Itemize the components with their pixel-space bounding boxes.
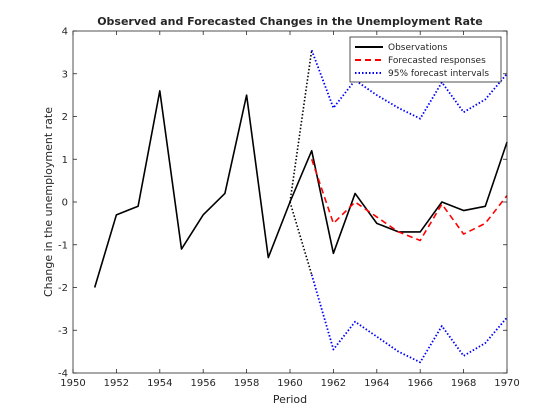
y-tick-label: 0 bbox=[62, 198, 68, 209]
x-tick-label: 1962 bbox=[321, 378, 346, 389]
x-tick-label: 1960 bbox=[277, 378, 302, 389]
y-tick-label: -1 bbox=[58, 240, 68, 251]
y-axis-label: Change in the unemployment rate bbox=[42, 107, 55, 297]
series-forecast-line bbox=[310, 158, 508, 242]
legend-label-intervals: 95% forecast intervals bbox=[388, 69, 489, 79]
x-tick-label: 1966 bbox=[407, 378, 432, 389]
x-tick-label: 1968 bbox=[451, 378, 476, 389]
y-tick-label: 3 bbox=[62, 69, 68, 80]
legend-label-observations: Observations bbox=[388, 43, 448, 53]
x-tick-label: 1952 bbox=[104, 378, 129, 389]
forecast-connector-lower bbox=[289, 201, 313, 275]
x-tick-label: 1950 bbox=[60, 378, 85, 389]
y-tick-label: 2 bbox=[62, 112, 68, 123]
y-tick-label: -3 bbox=[58, 326, 68, 337]
x-axis-ticks: 1950 1952 1954 1956 1958 1960 1962 1964 1966 1968… bbox=[60, 31, 520, 389]
x-tick-label: 1958 bbox=[234, 378, 259, 389]
y-tick-label: 1 bbox=[62, 155, 68, 166]
series-observations-line bbox=[93, 90, 508, 288]
chart-title: Observed and Forecasted Changes in the U… bbox=[97, 15, 483, 28]
x-tick-label: 1964 bbox=[364, 378, 389, 389]
y-tick-label: 4 bbox=[62, 27, 68, 38]
legend-label-forecast: Forecasted responses bbox=[388, 56, 486, 66]
y-tick-label: -4 bbox=[58, 369, 68, 380]
y-tick-label: -2 bbox=[58, 283, 68, 294]
series-lower-interval-line bbox=[310, 274, 508, 364]
forecast-connector-upper bbox=[289, 50, 313, 203]
series-layer bbox=[93, 49, 508, 364]
legend: Observations Forecasted responses 95% fo… bbox=[349, 36, 502, 83]
y-axis-ticks: -4 -3 -2 -1 0 1 2 3 4 bbox=[58, 27, 507, 380]
x-tick-label: 1954 bbox=[147, 378, 172, 389]
x-tick-label: 1956 bbox=[190, 378, 215, 389]
x-axis-label: Period bbox=[273, 393, 307, 406]
x-tick-label: 1970 bbox=[494, 378, 519, 389]
